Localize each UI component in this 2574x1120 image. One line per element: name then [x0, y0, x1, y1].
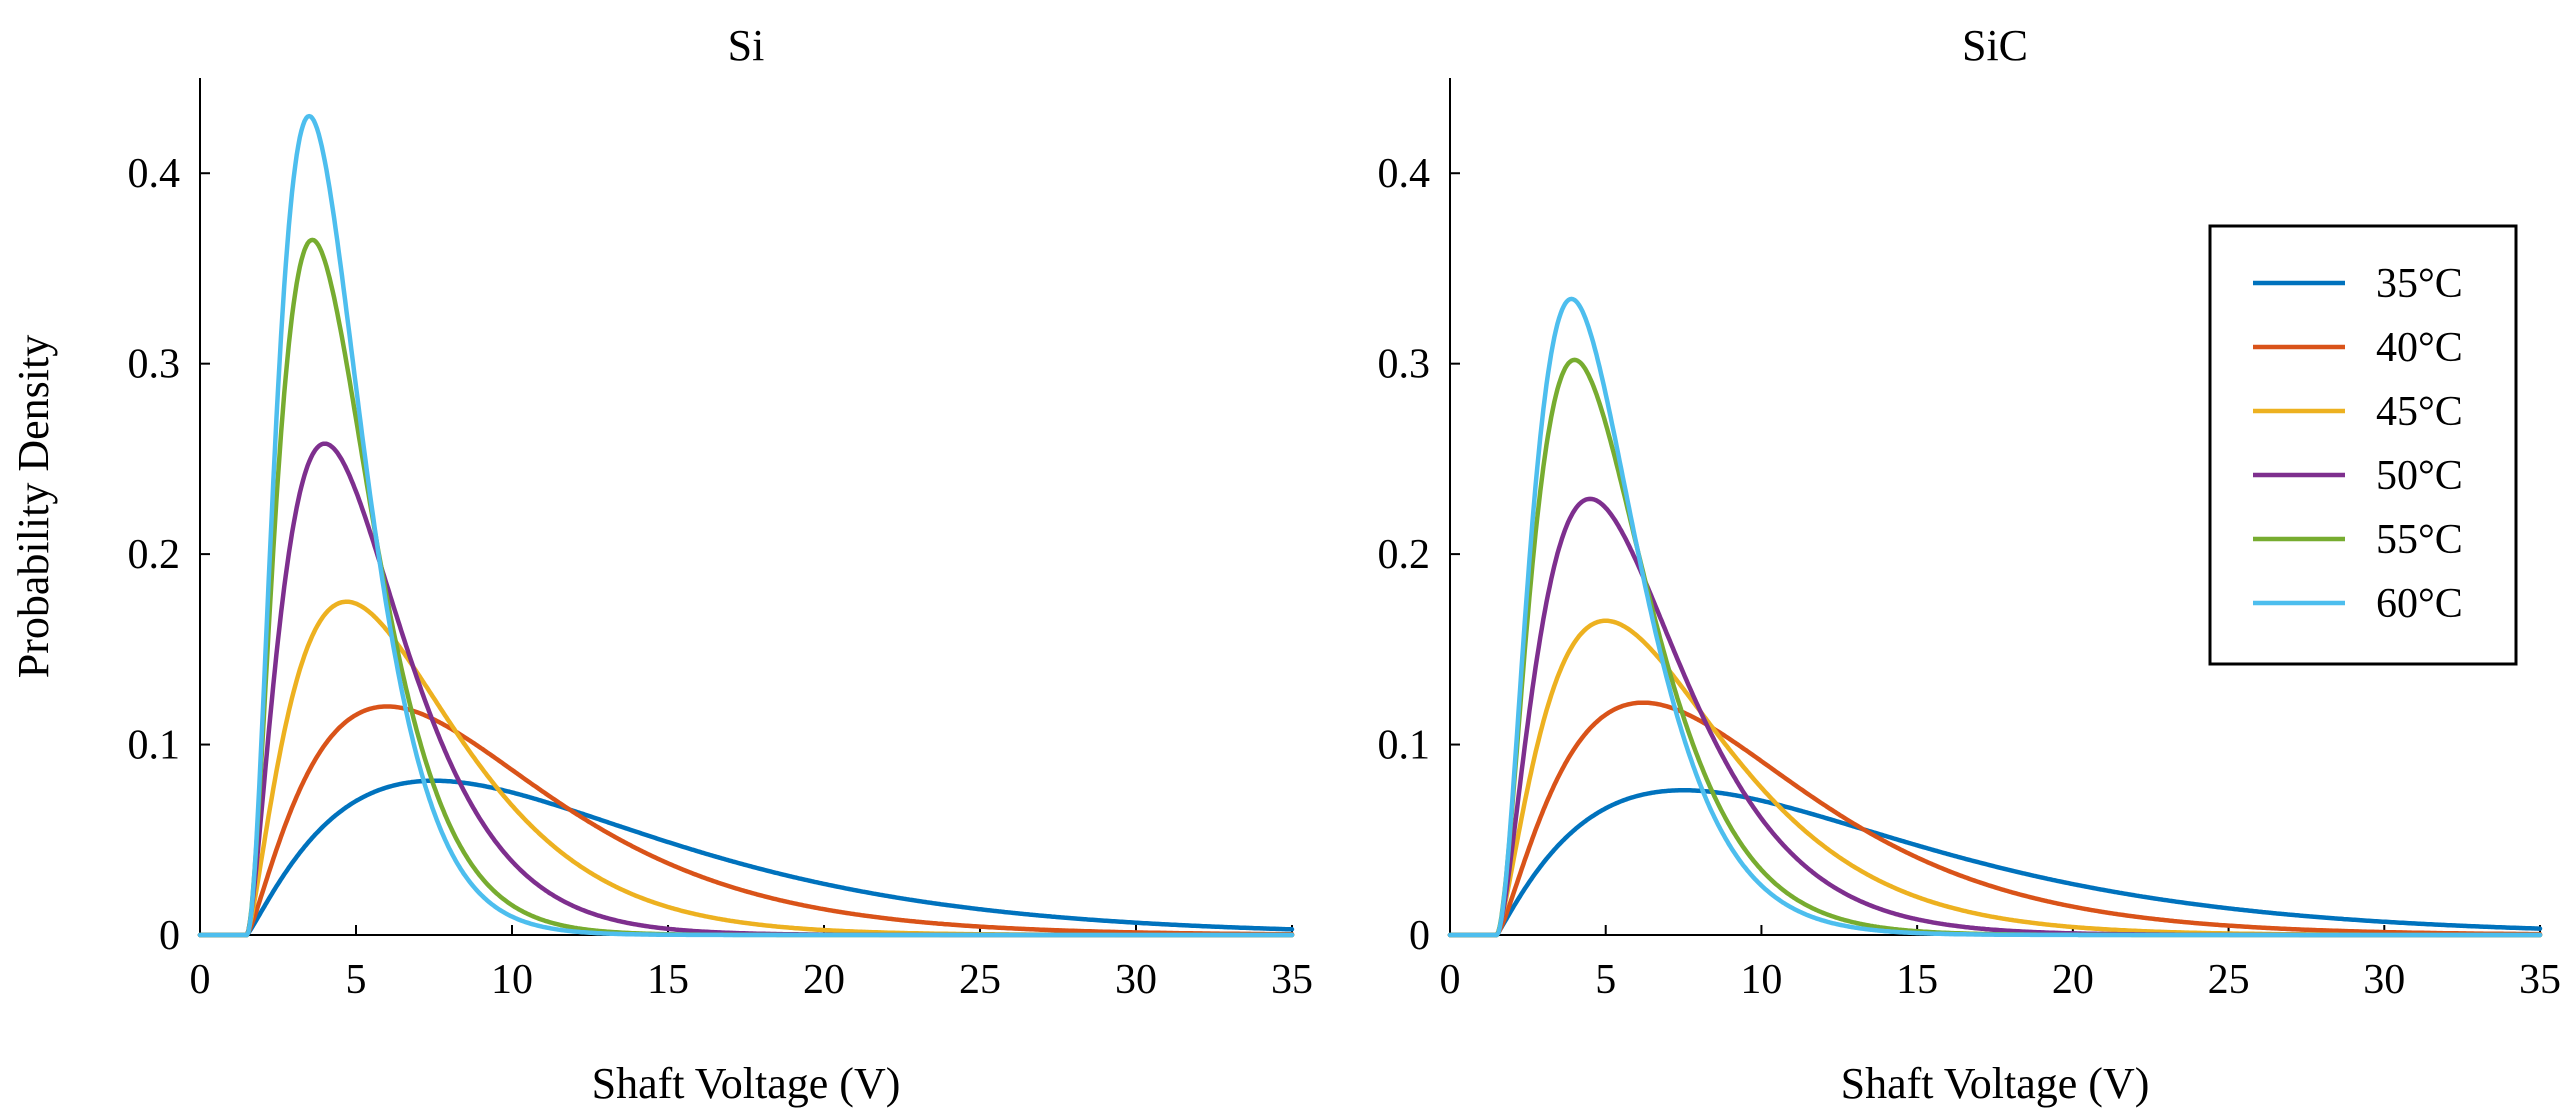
y-tick-label: 0	[1409, 913, 1430, 959]
y-tick-label: 0.1	[128, 723, 181, 769]
legend-label: 50°C	[2376, 453, 2463, 499]
x-tick-label: 0	[190, 957, 211, 1003]
chart-panel-sic: 0 5 10 15 20 25 30 35 0 0.1 0.2 0.3 0.4 SiC Shaft Volt…	[1378, 21, 2562, 1108]
legend-box	[2208, 224, 2518, 666]
x-tick-label: 20	[803, 957, 845, 1003]
series-line-35c	[197, 778, 1295, 938]
series-line-40c	[197, 704, 1295, 938]
x-tick-label: 35	[1271, 957, 1313, 1003]
series-line-55c	[197, 237, 1295, 938]
x-tick-label: 25	[2208, 957, 2250, 1003]
x-tick-label: 30	[2363, 957, 2405, 1003]
series-line-35c	[1447, 788, 2543, 938]
x-tick-label: 10	[1740, 957, 1782, 1003]
legend: 35°C 40°C 45°C 50°C 55°C 60°C	[2208, 224, 2518, 666]
x-tick-label: 15	[1896, 957, 1938, 1003]
chart-title: SiC	[1962, 21, 2028, 70]
legend-label: 55°C	[2376, 517, 2463, 563]
legend-label: 40°C	[2376, 325, 2463, 371]
y-tick-label: 0.2	[128, 532, 181, 578]
y-tick-label: 0.3	[1378, 342, 1431, 388]
series-line-60c	[197, 113, 1295, 938]
x-tick-label: 5	[346, 957, 367, 1003]
x-axis-label: Shaft Voltage (V)	[1841, 1059, 2150, 1108]
x-tick-label: 5	[1595, 957, 1616, 1003]
series-line-40c	[1447, 700, 2543, 938]
legend-label: 35°C	[2376, 261, 2463, 307]
y-tick-label: 0.2	[1378, 532, 1431, 578]
x-tick-label: 10	[491, 957, 533, 1003]
y-tick-label: 0.4	[128, 151, 181, 197]
series-line-50c	[197, 441, 1295, 938]
x-tick-label: 25	[959, 957, 1001, 1003]
y-tick-label: 0.4	[1378, 151, 1431, 197]
x-tick-label: 30	[1115, 957, 1157, 1003]
y-tick-label: 0.3	[128, 342, 181, 388]
y-tick-label: 0	[159, 913, 180, 959]
x-tick-label: 35	[2519, 957, 2561, 1003]
series-line-60c	[1447, 296, 2543, 938]
x-tick-label: 15	[647, 957, 689, 1003]
chart-title: Si	[728, 21, 765, 70]
x-tick-label: 20	[2052, 957, 2094, 1003]
y-axis-label: Probability Density	[9, 335, 58, 678]
y-tick-label: 0.1	[1378, 723, 1431, 769]
x-axis-label: Shaft Voltage (V)	[592, 1059, 901, 1108]
x-tick-label: 0	[1440, 957, 1461, 1003]
legend-label: 60°C	[2376, 581, 2463, 627]
legend-label: 45°C	[2376, 389, 2463, 435]
chart-panel-si: 0 5 10 15 20 25 30 35 0 0.1 0.2 0.3 0.4 Si Shaft Volta…	[9, 21, 1313, 1108]
series-line-45c	[197, 599, 1295, 938]
